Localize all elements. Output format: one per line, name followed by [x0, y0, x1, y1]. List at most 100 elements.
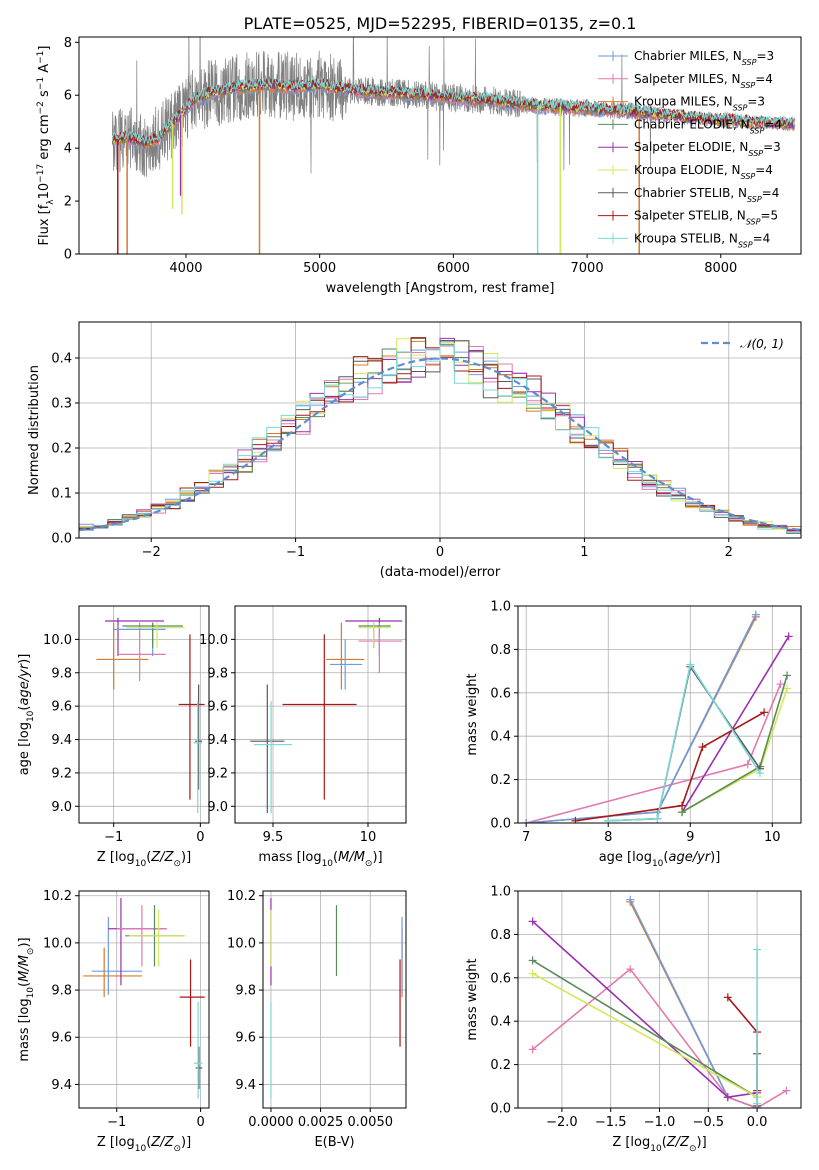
- legend-entry: Kroupa STELIB, NSSP=4: [634, 231, 770, 249]
- y-tick-label: 0.8: [490, 643, 511, 658]
- axes-frame: [78, 890, 210, 1109]
- gaussian-reference: [79, 357, 801, 532]
- y-tick-label: 0.0: [490, 1102, 511, 1117]
- x-tick-label: −1: [107, 1115, 126, 1130]
- x-tick-label: −2.0: [546, 1115, 578, 1130]
- series-line-salpeter_elodie: [681, 635, 790, 813]
- y-tick-label: 0.0: [490, 817, 511, 832]
- x-tick-label: 0.0050: [348, 1115, 394, 1130]
- x-tick-label: −2: [142, 545, 161, 560]
- x-tick-label: −0.5: [693, 1115, 725, 1130]
- x-tick-label: −1: [286, 545, 305, 560]
- x-tick-label: −1.0: [644, 1115, 676, 1130]
- y-tick-label: 9.8: [207, 666, 228, 681]
- y-tick-label: 9.4: [235, 1078, 256, 1093]
- series-line-salpeter_stelib: [575, 711, 765, 822]
- legend-entry: Kroupa MILES, NSSP=3: [634, 95, 765, 113]
- y-tick-label: 9.6: [235, 1031, 256, 1046]
- plot-area-spectrum: [111, 37, 795, 254]
- y-tick-label: 10.0: [227, 936, 256, 951]
- y-tick-label: 9.0: [51, 800, 72, 815]
- x-tick-label: 5000: [303, 261, 336, 276]
- y-tick-label: 0.6: [490, 971, 511, 986]
- y-tick-label: 1.0: [490, 600, 511, 615]
- y-axis-label: mass weight: [465, 673, 480, 755]
- legend-entry: Chabrier STELIB, NSSP=4: [634, 186, 779, 204]
- y-tick-label: 9.2: [51, 766, 72, 781]
- y-tick-label: 8: [64, 36, 72, 51]
- y-tick-label: 0.2: [51, 442, 72, 457]
- plot-area-weight_vs_Z: [528, 895, 791, 1108]
- series-line-kroupa_miles: [629, 901, 758, 1108]
- y-tick-label: 10.2: [43, 889, 72, 904]
- panel-age_vs_mass: 9.5 10 9.0 9.2 9.4 9.6 9.8 10.0 mass [log10(M/M⊙…: [199, 605, 407, 869]
- axes-frame: [78, 605, 210, 824]
- axes-frame: [234, 605, 407, 824]
- legend-entry: 𝒩(0, 1): [740, 337, 784, 351]
- y-tick-label: 9.6: [51, 700, 72, 715]
- x-tick-label: 7: [522, 830, 530, 845]
- series-line-salpeter_stelib: [727, 996, 758, 1091]
- y-tick-label: 10.0: [199, 633, 228, 648]
- y-tick-label: 0.4: [490, 730, 511, 745]
- legend: Chabrier MILES, NSSP=3 Salpeter MILES, NS…: [598, 49, 782, 249]
- y-tick-label: 0.1: [51, 487, 72, 502]
- y-tick-label: 10.0: [43, 936, 72, 951]
- x-axis-label: mass [log10(M/M⊙)]: [258, 850, 382, 869]
- y-tick-label: 9.4: [51, 733, 72, 748]
- series-line-kroupa_elodie: [532, 972, 758, 1098]
- legend-entry: Chabrier MILES, NSSP=3: [634, 49, 774, 67]
- histogram-kroupa_stelib: [79, 344, 801, 533]
- y-tick-label: 0: [64, 248, 72, 263]
- x-axis-label: wavelength [Angstrom, rest frame]: [326, 281, 555, 296]
- y-axis-label: Normed distribution: [27, 365, 42, 495]
- y-tick-label: 9.2: [207, 766, 228, 781]
- x-tick-label: 7000: [571, 261, 604, 276]
- x-tick-label: 0: [196, 830, 204, 845]
- axes-frame: [262, 890, 407, 1109]
- series-line-salpeter_miles: [525, 683, 782, 823]
- x-tick-label: 8: [604, 830, 612, 845]
- plot-area-age_vs_Z: [96, 617, 205, 813]
- panel-age_vs_Z: −1 0 9.0 9.2 9.4 9.6 9.8 10.0 Z [log10(Z/Z⊙)] age…: [17, 605, 210, 869]
- x-tick-label: 6000: [437, 261, 470, 276]
- plot-area-residuals: [79, 337, 801, 534]
- x-axis-label: Z [log10(Z/Z⊙)]: [612, 1135, 706, 1154]
- x-tick-label: −1: [104, 830, 123, 845]
- panel-weight_vs_Z: −2.0 −1.5 −1.0 −0.5 0.0 0.0 0.2 0.4 0.6 0.8 1.0 Z […: [465, 885, 802, 1154]
- y-tick-label: 9.8: [51, 666, 72, 681]
- series-line-chabrier_miles: [526, 614, 757, 823]
- y-tick-label: 0.6: [490, 686, 511, 701]
- y-tick-label: 0.0: [51, 532, 72, 547]
- series-line-salpeter_elodie: [532, 920, 758, 1099]
- y-tick-label: 9.4: [207, 733, 228, 748]
- x-tick-label: 0.0000: [248, 1115, 294, 1130]
- legend-entry: Salpeter STELIB, NSSP=5: [634, 209, 778, 227]
- y-tick-label: 9.0: [207, 800, 228, 815]
- y-tick-label: 9.4: [51, 1078, 72, 1093]
- x-tick-label: 0: [436, 545, 444, 560]
- legend-entry: Salpeter MILES, NSSP=4: [634, 72, 773, 90]
- y-tick-label: 9.6: [51, 1031, 72, 1046]
- legend-entry: Salpeter ELODIE, NSSP=3: [634, 140, 781, 158]
- legend-entry: Kroupa ELODIE, NSSP=4: [634, 163, 773, 181]
- y-tick-label: 0.2: [490, 1058, 511, 1073]
- y-axis-label: mass weight: [465, 958, 480, 1040]
- x-tick-label: 0.0025: [298, 1115, 344, 1130]
- x-tick-label: 0.0: [747, 1115, 768, 1130]
- x-axis-label: (data-model)/error: [380, 565, 501, 580]
- x-tick-label: 1: [580, 545, 588, 560]
- legend-entry: Chabrier ELODIE, NSSP=4: [634, 117, 782, 135]
- x-axis-label: age [log10(age/yr)]: [599, 850, 721, 869]
- plot-area-age_vs_mass: [250, 617, 403, 813]
- plot-area-mass_vs_EBV: [270, 898, 403, 1099]
- series-line-chabrier_elodie: [532, 959, 758, 1098]
- x-tick-label: 9: [686, 830, 694, 845]
- x-tick-label: 10: [764, 830, 781, 845]
- y-tick-label: 0.3: [51, 397, 72, 412]
- panel-mass_vs_EBV: 0.0000 0.0025 0.0050 9.4 9.6 9.8 10.0 10.2 E(B-V…: [227, 889, 407, 1150]
- y-axis-label: age [log10(age/yr)]: [17, 654, 36, 776]
- x-tick-label: 2: [725, 545, 733, 560]
- y-tick-label: 10.2: [227, 889, 256, 904]
